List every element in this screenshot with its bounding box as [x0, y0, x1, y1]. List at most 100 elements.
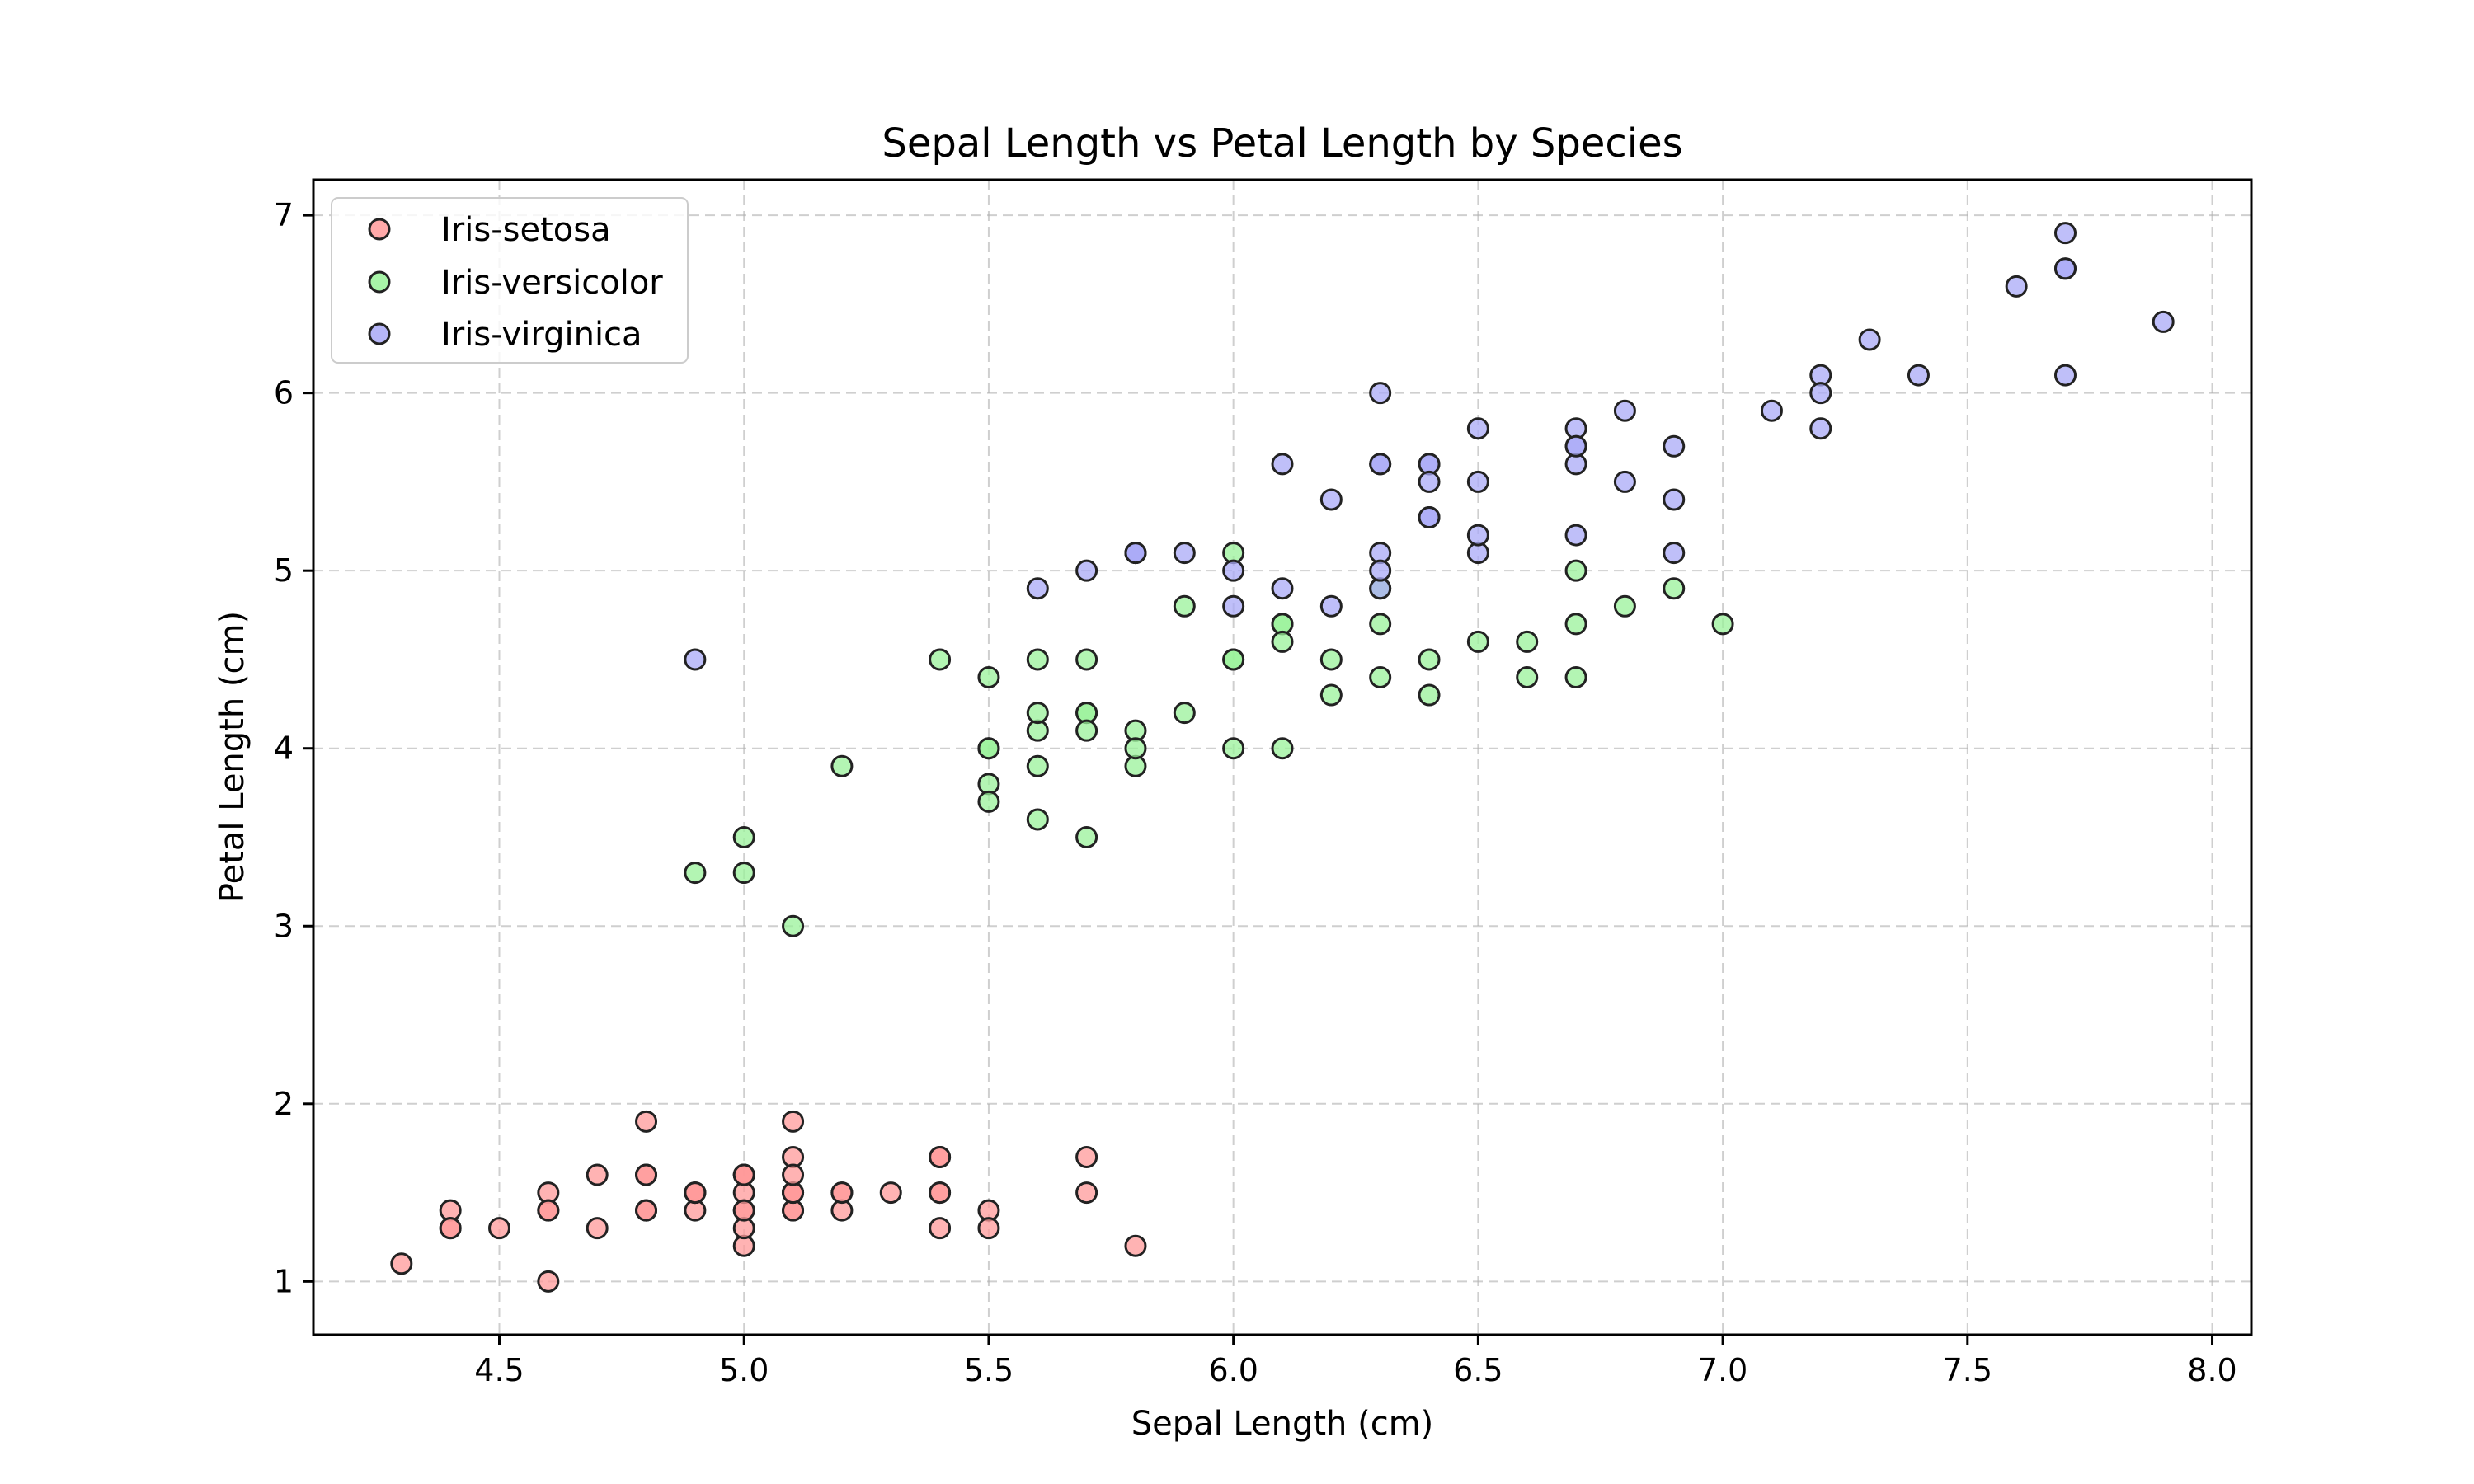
point-iris-versicolor	[977, 737, 1000, 760]
point-iris-virginica	[2053, 222, 2077, 245]
x-tick-label: 5.5	[964, 1352, 1014, 1388]
point-iris-versicolor	[1369, 666, 1392, 689]
x-tick-label: 6.0	[1208, 1352, 1258, 1388]
point-iris-virginica	[1026, 577, 1049, 600]
point-iris-virginica	[1369, 382, 1392, 405]
x-tick-label: 8.0	[2187, 1352, 2236, 1388]
point-iris-virginica	[1222, 594, 1245, 618]
point-iris-versicolor	[1026, 808, 1049, 831]
y-tick-label: 1	[274, 1263, 294, 1299]
point-iris-versicolor	[1418, 683, 1441, 707]
point-iris-virginica	[1466, 470, 1489, 493]
point-iris-versicolor	[830, 754, 854, 777]
x-tick-label: 7.5	[1943, 1352, 1992, 1388]
point-iris-virginica	[1173, 542, 1196, 565]
point-iris-setosa	[635, 1163, 658, 1186]
y-tick-label: 4	[274, 730, 294, 767]
point-iris-setosa	[488, 1217, 511, 1240]
point-iris-virginica	[1271, 453, 1294, 476]
x-tick-label: 6.5	[1453, 1352, 1503, 1388]
point-iris-setosa	[1075, 1181, 1098, 1205]
point-iris-virginica	[2053, 364, 2077, 387]
data-points	[390, 222, 2175, 1293]
point-iris-setosa	[1075, 1145, 1098, 1168]
point-iris-virginica	[1663, 542, 1686, 565]
y-tick-label: 5	[274, 552, 294, 589]
point-iris-versicolor	[1271, 737, 1294, 760]
point-iris-setosa	[977, 1217, 1000, 1240]
point-iris-versicolor	[684, 862, 707, 885]
point-iris-versicolor	[1663, 577, 1686, 600]
point-iris-setosa	[732, 1163, 755, 1186]
point-iris-setosa	[586, 1217, 609, 1240]
point-iris-virginica	[1075, 559, 1098, 582]
point-iris-versicolor	[1418, 648, 1441, 671]
point-iris-virginica	[1907, 364, 1930, 387]
point-iris-versicolor	[1173, 594, 1196, 618]
legend-label-versicolor: Iris-versicolor	[441, 264, 663, 302]
point-iris-setosa	[684, 1181, 707, 1205]
point-iris-virginica	[1466, 417, 1489, 440]
point-iris-setosa	[782, 1163, 805, 1186]
point-iris-setosa	[635, 1110, 658, 1133]
point-iris-virginica	[1809, 382, 1832, 405]
point-iris-virginica	[1369, 453, 1392, 476]
point-iris-setosa	[929, 1181, 952, 1205]
point-iris-setosa	[1124, 1234, 1147, 1257]
point-iris-virginica	[1369, 559, 1392, 582]
point-iris-versicolor	[1026, 648, 1049, 671]
point-iris-virginica	[2152, 310, 2175, 333]
point-iris-versicolor	[1564, 613, 1587, 636]
point-iris-versicolor	[1075, 648, 1098, 671]
x-tick-label: 7.0	[1698, 1352, 1747, 1388]
point-iris-versicolor	[1564, 559, 1587, 582]
point-iris-setosa	[390, 1252, 413, 1275]
y-tick-label: 3	[274, 908, 294, 944]
point-iris-versicolor	[1516, 630, 1539, 653]
legend-marker-virginica	[368, 322, 391, 345]
point-iris-versicolor	[1222, 737, 1245, 760]
point-iris-setosa	[586, 1163, 609, 1186]
point-iris-versicolor	[782, 914, 805, 937]
point-iris-setosa	[879, 1181, 902, 1205]
point-iris-virginica	[1418, 470, 1441, 493]
point-iris-setosa	[929, 1145, 952, 1168]
point-iris-versicolor	[1711, 613, 1734, 636]
point-iris-versicolor	[1222, 648, 1245, 671]
point-iris-virginica	[1564, 434, 1587, 458]
point-iris-versicolor	[1564, 666, 1587, 689]
point-iris-versicolor	[929, 648, 952, 671]
point-iris-virginica	[1809, 417, 1832, 440]
point-iris-virginica	[1663, 434, 1686, 458]
point-iris-virginica	[2005, 275, 2028, 298]
point-iris-versicolor	[977, 790, 1000, 813]
point-iris-versicolor	[1369, 613, 1392, 636]
y-axis-ticks: 1 2 3 4 5 6 7	[274, 197, 313, 1299]
legend-label-setosa: Iris-setosa	[441, 211, 611, 249]
point-iris-setosa	[929, 1217, 952, 1240]
point-iris-virginica	[2053, 257, 2077, 280]
x-tick-label: 4.5	[474, 1352, 524, 1388]
point-iris-versicolor	[732, 862, 755, 885]
point-iris-virginica	[1466, 524, 1489, 547]
point-iris-virginica	[1124, 542, 1147, 565]
point-iris-versicolor	[1271, 630, 1294, 653]
point-iris-versicolor	[1173, 702, 1196, 725]
legend-label-virginica: Iris-virginica	[441, 316, 642, 354]
point-iris-virginica	[684, 648, 707, 671]
point-iris-virginica	[1663, 488, 1686, 511]
point-iris-setosa	[830, 1181, 854, 1205]
point-iris-versicolor	[1026, 702, 1049, 725]
x-axis-ticks: 4.5 5.0 5.5 6.0 6.5 7.0 7.5 8.0	[474, 1335, 2237, 1388]
point-iris-virginica	[1319, 488, 1343, 511]
point-iris-setosa	[782, 1110, 805, 1133]
point-iris-versicolor	[1075, 825, 1098, 848]
point-iris-versicolor	[732, 825, 755, 848]
point-iris-virginica	[1564, 524, 1587, 547]
x-axis-label: Sepal Length (cm)	[1131, 1405, 1434, 1443]
point-iris-virginica	[1613, 470, 1636, 493]
y-axis-label: Petal Length (cm)	[214, 611, 252, 903]
point-iris-virginica	[1760, 399, 1783, 422]
chart-title: Sepal Length vs Petal Length by Species	[882, 120, 1682, 167]
